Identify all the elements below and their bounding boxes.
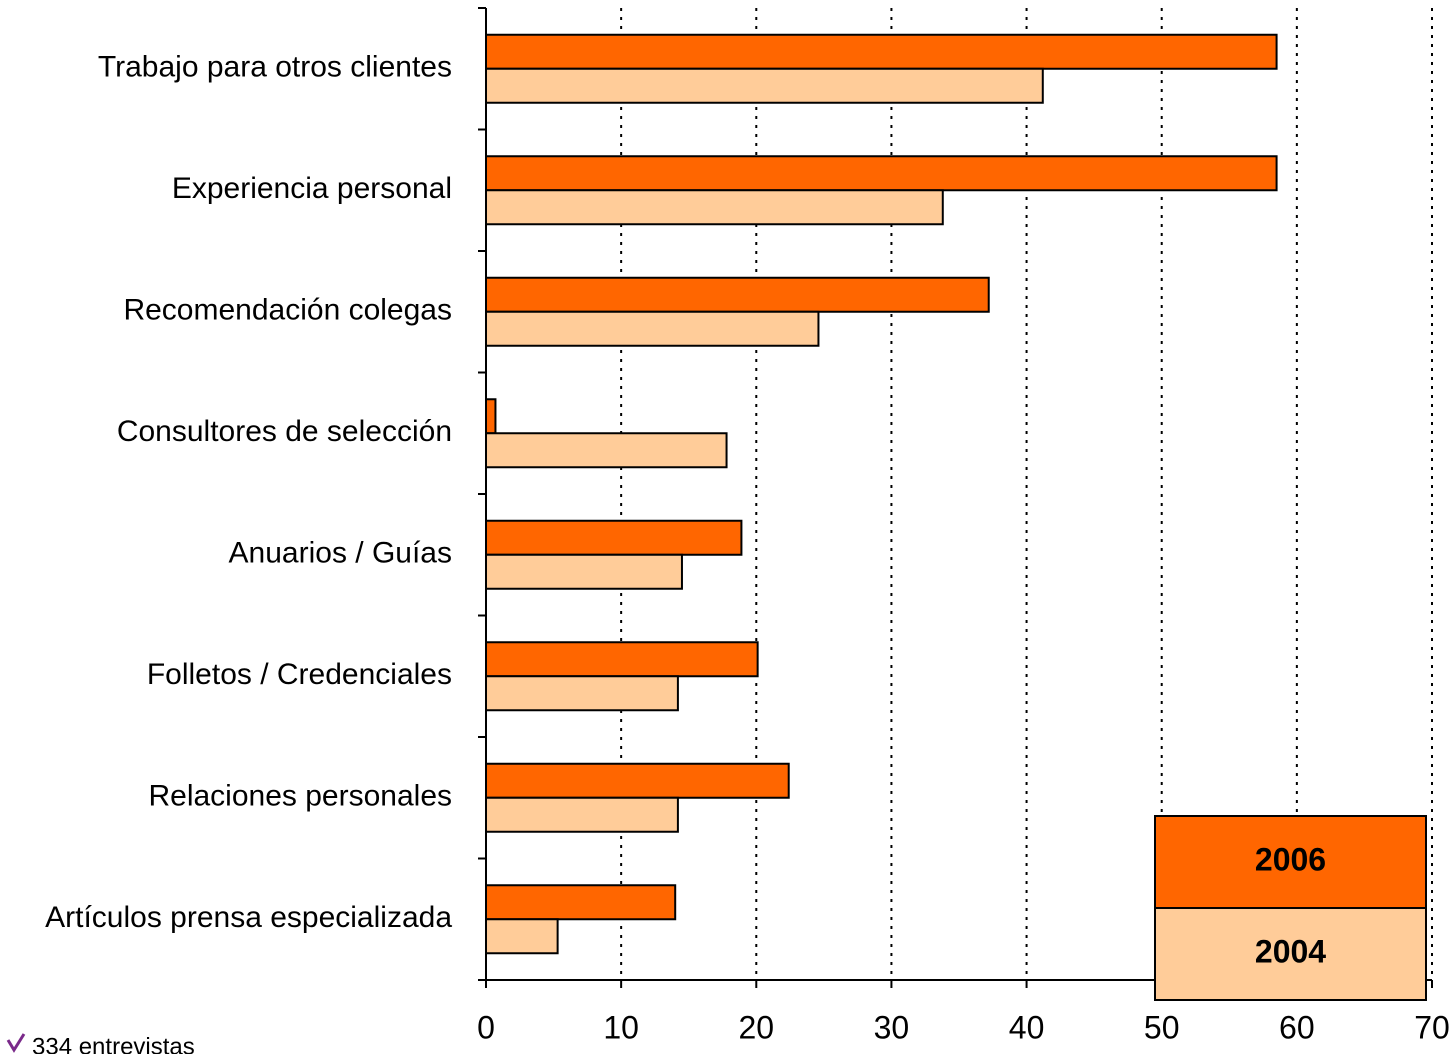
y-tick-label: Folletos / Credenciales xyxy=(147,658,452,691)
y-tick-label: Anuarios / Guías xyxy=(229,537,452,570)
x-tick-label: 40 xyxy=(1009,1009,1045,1045)
y-tick-label: Relaciones personales xyxy=(148,780,452,813)
bar xyxy=(485,432,728,469)
bar xyxy=(485,33,1278,70)
footnote: 334 entrevistas xyxy=(32,1033,195,1054)
check-icon xyxy=(6,1033,26,1053)
x-tick-label: 10 xyxy=(603,1009,639,1045)
bar xyxy=(485,762,790,799)
x-tick-label: 60 xyxy=(1279,1009,1315,1045)
y-tick-label: Consultores de selección xyxy=(117,415,452,448)
x-tick-label: 70 xyxy=(1414,1009,1450,1045)
bar xyxy=(485,155,1278,192)
bar xyxy=(485,67,1044,104)
legend-swatch xyxy=(1154,907,1427,1001)
x-tick-label: 50 xyxy=(1144,1009,1180,1045)
legend-label: 2006 xyxy=(1255,841,1326,877)
x-tick-label: 30 xyxy=(874,1009,910,1045)
bar xyxy=(485,918,559,955)
bar xyxy=(485,796,679,833)
bar xyxy=(485,675,679,712)
y-tick-label: Trabajo para otros clientes xyxy=(98,51,452,84)
bar xyxy=(485,310,820,347)
bar xyxy=(485,641,759,678)
x-tick-label: 20 xyxy=(738,1009,774,1045)
y-tick-label: Experiencia personal xyxy=(172,172,452,205)
legend-label: 2004 xyxy=(1255,933,1326,969)
y-tick-label: Artículos prensa especializada xyxy=(45,901,452,934)
bar xyxy=(485,519,743,556)
bar xyxy=(485,553,683,590)
bar xyxy=(485,884,677,921)
bar xyxy=(485,189,944,226)
x-tick-label: 0 xyxy=(477,1009,495,1045)
bar xyxy=(485,276,990,313)
y-tick-label: Recomendación colegas xyxy=(123,294,452,327)
bar xyxy=(485,398,497,435)
